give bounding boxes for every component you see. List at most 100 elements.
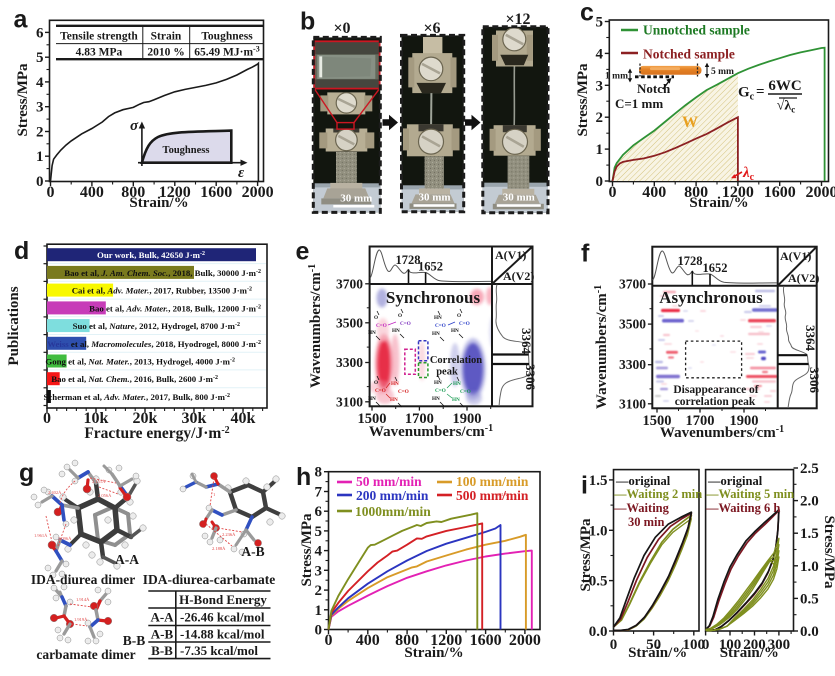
svg-text:C=1 mm: C=1 mm (615, 96, 663, 111)
svg-text:4: 4 (596, 46, 604, 62)
svg-text:A-A: A-A (115, 552, 139, 567)
svg-text:1728: 1728 (678, 254, 703, 268)
svg-text:HN: HN (368, 396, 376, 402)
svg-text:1.5: 1.5 (589, 473, 608, 489)
svg-text:6WC: 6WC (768, 78, 801, 94)
svg-text:A-A: A-A (150, 610, 174, 625)
svg-text:2.151Å: 2.151Å (92, 479, 106, 484)
svg-text:400: 400 (642, 184, 666, 201)
svg-text:Strain/%: Strain/% (404, 645, 463, 661)
svg-text:Wavenumbers/cm-1: Wavenumbers/cm-1 (369, 423, 493, 440)
svg-text:HN: HN (452, 397, 460, 403)
svg-text:3306: 3306 (807, 367, 822, 394)
svg-text:Notch: Notch (637, 81, 671, 96)
svg-text:1600: 1600 (470, 632, 502, 649)
svg-text:W: W (682, 114, 698, 131)
svg-text:×6: ×6 (423, 20, 440, 37)
svg-text:×12: ×12 (505, 11, 530, 28)
svg-text:1.961Å: 1.961Å (34, 533, 48, 538)
svg-text:Stress/MPa: Stress/MPa (578, 518, 594, 592)
svg-text:2: 2 (596, 110, 604, 126)
svg-text:-26.46 kcal/mol: -26.46 kcal/mol (180, 610, 265, 625)
svg-text:A-B: A-B (151, 627, 174, 642)
svg-text:0: 0 (43, 410, 51, 427)
svg-text:×0: ×0 (333, 20, 350, 37)
svg-text:1600: 1600 (764, 184, 796, 201)
svg-text:O: O (457, 313, 461, 319)
svg-text:Gong et al, Nat. Mater., 2013,: Gong et al, Nat. Mater., 2013, Hydrogel,… (45, 357, 235, 367)
svg-text:d: d (14, 237, 29, 265)
svg-text:5 mm: 5 mm (711, 67, 734, 77)
svg-text:2.096Å: 2.096Å (58, 536, 72, 541)
svg-text:6: 6 (36, 25, 44, 41)
svg-text:400: 400 (356, 632, 380, 649)
svg-text:HN: HN (434, 315, 442, 321)
svg-text:O: O (398, 313, 402, 319)
svg-text:—original: —original (707, 474, 763, 488)
svg-text:—Waiting 5 min: —Waiting 5 min (705, 487, 794, 501)
svg-text:Suo et al, Nature, 2012, Hydro: Suo et al, Nature, 2012, Hydrogel, 8700 … (73, 321, 240, 331)
svg-text:Disappearance of: Disappearance of (673, 384, 758, 396)
svg-text:4: 4 (315, 544, 323, 560)
svg-text:Stress/MPa: Stress/MPa (15, 63, 31, 137)
svg-text:0.5: 0.5 (800, 591, 819, 607)
svg-text:0.0: 0.0 (800, 624, 819, 640)
svg-text:2: 2 (36, 125, 44, 141)
svg-text:1.5: 1.5 (800, 526, 819, 542)
svg-text:HN: HN (368, 330, 376, 336)
svg-text:1.0: 1.0 (800, 559, 819, 575)
svg-text:Asynchronous: Asynchronous (659, 288, 763, 307)
svg-text:C=O: C=O (375, 388, 386, 394)
svg-text:200: 200 (743, 637, 766, 653)
svg-text:5: 5 (36, 50, 44, 66)
svg-text:3: 3 (36, 100, 44, 116)
svg-text:400: 400 (80, 184, 104, 201)
svg-text:800: 800 (684, 184, 708, 201)
svg-text:e: e (296, 238, 310, 266)
svg-text:f: f (581, 240, 590, 268)
svg-text:2000: 2000 (509, 632, 541, 649)
svg-text:Strain/%: Strain/% (720, 645, 779, 661)
svg-text:1.914Å: 1.914Å (76, 597, 90, 602)
svg-text:5: 5 (596, 15, 604, 31)
svg-text:0.5: 0.5 (589, 574, 608, 590)
svg-text:IDA-diurea-carbamate: IDA-diurea-carbamate (143, 572, 275, 587)
svg-text:HN: HN (432, 331, 440, 337)
svg-text:3300: 3300 (619, 357, 646, 372)
svg-text:Stress/MPa: Stress/MPa (821, 515, 835, 589)
svg-text:C=O: C=O (435, 388, 446, 394)
svg-text:Weiss et al, Macromolecules, 2: Weiss et al, Macromolecules, 2018, Hyodr… (47, 339, 261, 349)
svg-text:HN: HN (392, 328, 400, 334)
svg-text:1.0: 1.0 (589, 523, 608, 539)
svg-text:B-B: B-B (123, 633, 146, 648)
svg-text:a: a (14, 6, 29, 34)
svg-text:50: 50 (646, 637, 661, 653)
svg-text:B-B: B-B (151, 643, 173, 658)
svg-text:1600: 1600 (200, 184, 232, 201)
svg-text:Strain/%: Strain/% (689, 195, 748, 211)
svg-text:500 mm/min: 500 mm/min (456, 488, 529, 503)
svg-text:100: 100 (683, 637, 706, 653)
svg-text:2.402Å: 2.402Å (48, 490, 62, 495)
svg-text:3364: 3364 (803, 325, 818, 352)
svg-text:100 mm/min: 100 mm/min (456, 474, 529, 489)
svg-text:0.0: 0.0 (589, 624, 608, 640)
svg-text:3306: 3306 (523, 364, 538, 391)
svg-text:ε: ε (238, 165, 245, 181)
svg-text:100: 100 (719, 637, 742, 653)
svg-text:H-Bond Energy: H-Bond Energy (179, 592, 267, 607)
svg-text:3100: 3100 (619, 396, 646, 411)
svg-text:Toughness: Toughness (201, 31, 253, 43)
svg-text:10k: 10k (84, 410, 109, 427)
svg-text:Bao et al, Nat. Chem., 2016, B: Bao et al, Nat. Chem., 2016, Bulk, 2600 … (51, 374, 218, 384)
svg-text:—Waiting 6 h: —Waiting 6 h (705, 501, 780, 515)
svg-text:3: 3 (596, 78, 604, 94)
svg-text:4.83 MPa: 4.83 MPa (76, 47, 123, 59)
svg-text:2000: 2000 (806, 184, 835, 201)
svg-text:g: g (19, 459, 34, 487)
svg-text:1.919Å: 1.919Å (74, 617, 88, 622)
svg-text:Strain: Strain (151, 31, 182, 43)
svg-text:h: h (296, 463, 311, 491)
svg-text:300: 300 (768, 637, 791, 653)
svg-text:0: 0 (609, 184, 617, 201)
